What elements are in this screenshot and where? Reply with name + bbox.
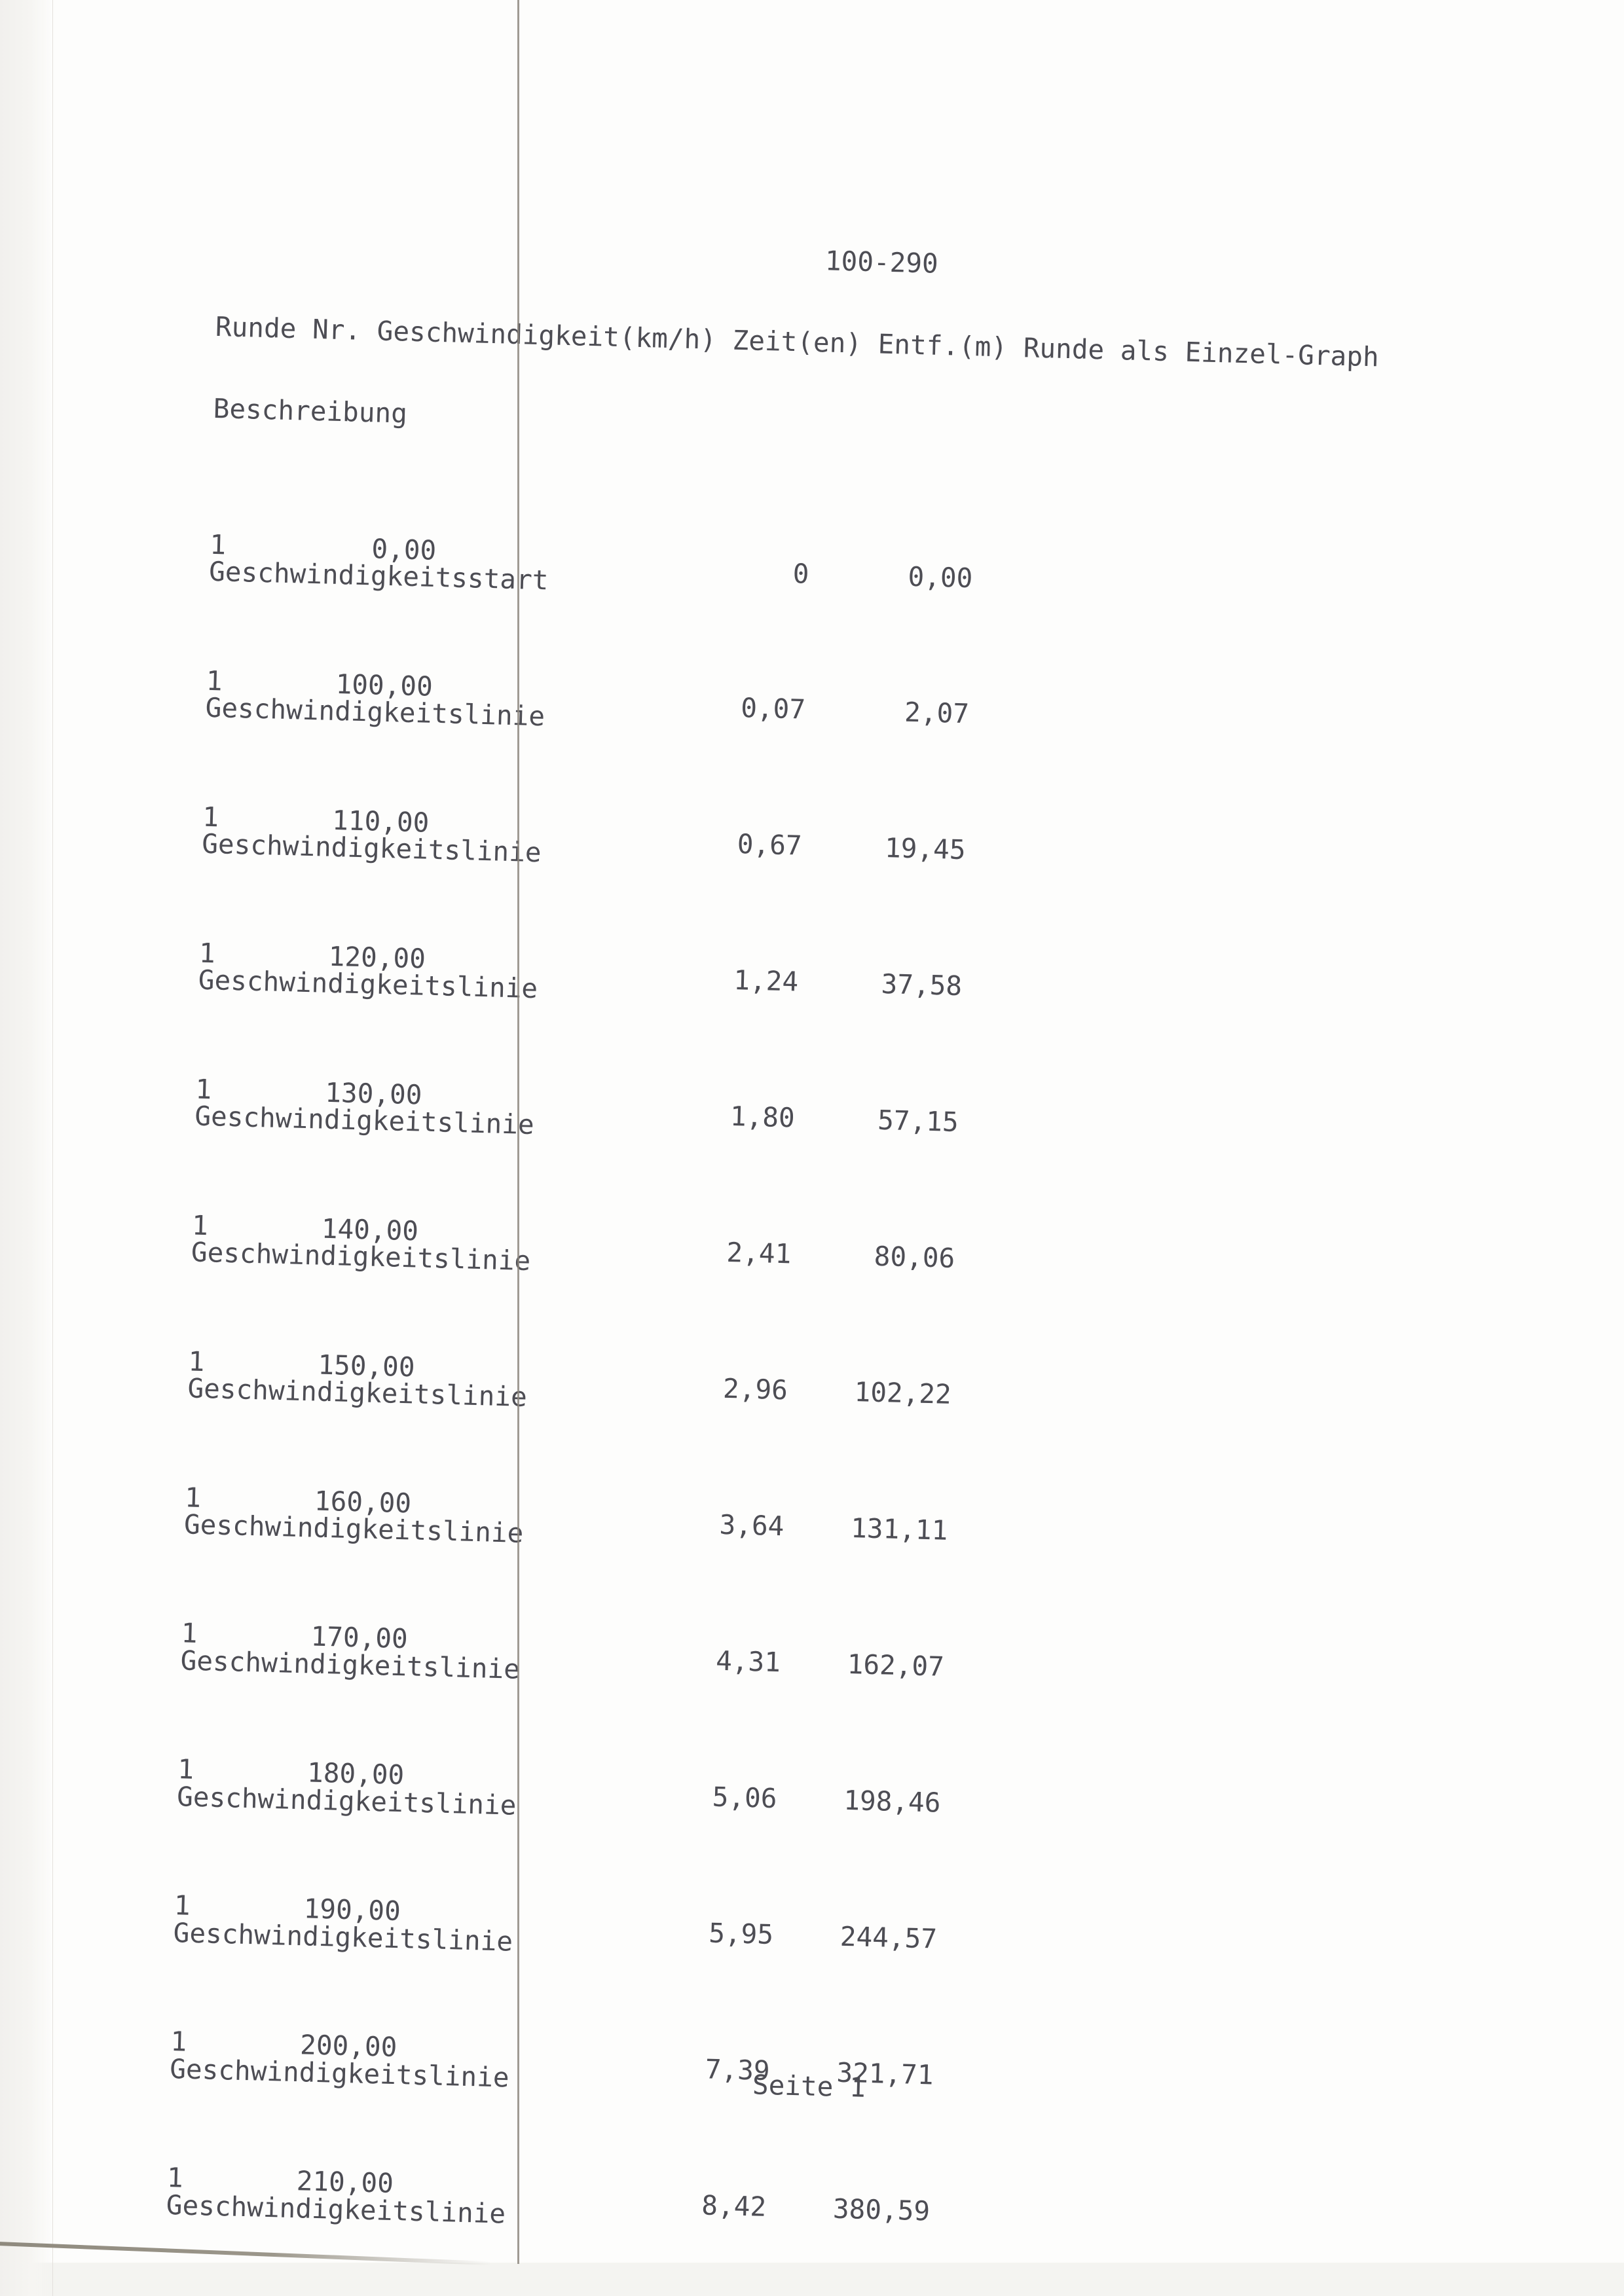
cell-beschreibung: Geschwindigkeitslinie [183, 1508, 524, 1549]
table-row: 1 150,00 2,96 102,22 Geschwindigkeitslin… [187, 1345, 1433, 1435]
table-row: 1 170,00 4,31 162,07 Geschwindigkeitslin… [180, 1618, 1426, 1707]
cell-beschreibung: Geschwindigkeitslinie [187, 1372, 528, 1413]
table-row: 1 160,00 3,64 131,11 Geschwindigkeitslin… [183, 1482, 1430, 1571]
cell-beschreibung: Geschwindigkeitslinie [198, 964, 538, 1005]
table-row: 1 210,00 8,42 380,59 Geschwindigkeitslin… [166, 2162, 1411, 2251]
table-row: 1 120,00 1,24 37,58 Geschwindigkeitslini… [198, 937, 1443, 1027]
data-rows: 1 0,00 0 0,00 Geschwindigkeitsstart 1 10… [137, 477, 1456, 2296]
paper-left-edge-shadow [0, 0, 53, 2296]
cell-beschreibung: Geschwindigkeitslinie [194, 1100, 535, 1141]
printed-content: 100-290 Runde Nr. Geschwindigkeit(km/h) … [134, 177, 1463, 2296]
cell-beschreibung: Geschwindigkeitslinie [201, 828, 542, 869]
cell-beschreibung: Geschwindigkeitslinie [205, 692, 545, 733]
table-row: 1 110,00 0,67 19,45 Geschwindigkeitslini… [201, 801, 1447, 890]
table-row: 1 130,00 1,80 57,15 Geschwindigkeitslini… [194, 1073, 1440, 1163]
table-row: 1 140,00 2,41 80,06 Geschwindigkeitslini… [191, 1209, 1436, 1299]
cell-beschreibung: Geschwindigkeitsstart [208, 556, 549, 596]
range-title: 100-290 [824, 245, 939, 280]
table-row: 1 0,00 0 0,00 Geschwindigkeitsstart [208, 529, 1454, 619]
cell-beschreibung: Geschwindigkeitslinie [176, 1781, 517, 1821]
scan-vertical-line-artifact [517, 0, 519, 2264]
table-row: 1 190,00 5,95 244,57 Geschwindigkeitslin… [173, 1890, 1418, 1980]
scanner-bed-band [0, 2263, 1624, 2296]
cell-beschreibung: Geschwindigkeitslinie [173, 1917, 513, 1958]
cell-beschreibung: Geschwindigkeitslinie [169, 2052, 510, 2094]
cell-beschreibung: Geschwindigkeitslinie [180, 1645, 521, 1685]
cell-beschreibung: Geschwindigkeitslinie [191, 1236, 531, 1277]
table-row: 1 180,00 5,06 198,46 Geschwindigkeitslin… [176, 1754, 1422, 1844]
cell-beschreibung: Geschwindigkeitslinie [166, 2189, 506, 2230]
table-row: 1 100,00 0,07 2,07 Geschwindigkeitslinie [205, 665, 1450, 754]
column-header-line: Runde Nr. Geschwindigkeit(km/h) Zeit(en)… [215, 310, 1380, 373]
page-number: Seite 1 [752, 2069, 866, 2104]
description-header-label: Beschreibung [213, 392, 408, 429]
